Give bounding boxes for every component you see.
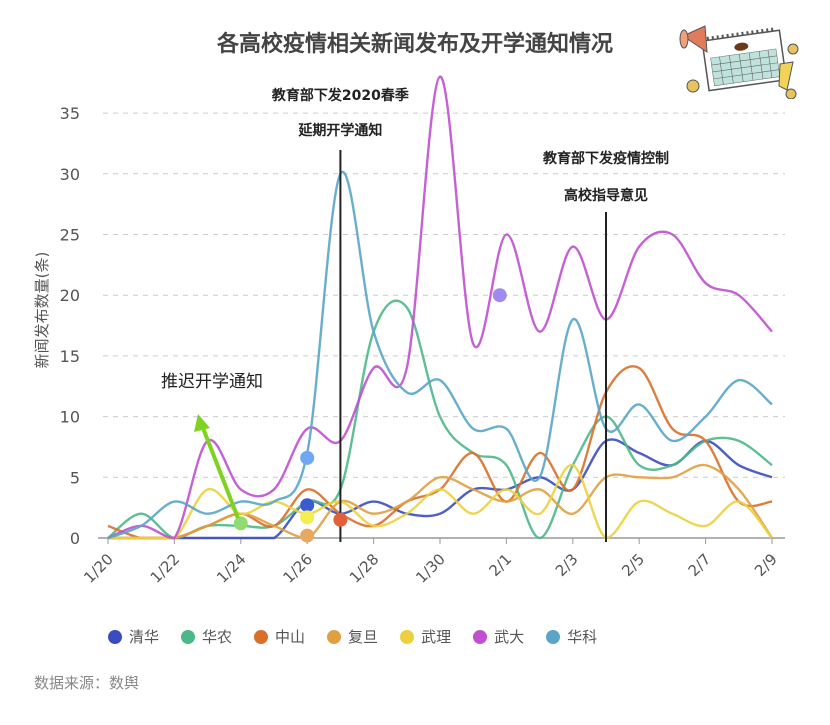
legend-swatch-icon — [327, 629, 342, 644]
annotation-text: 延期开学通知 — [297, 122, 382, 139]
y-tick-label: 15 — [60, 347, 80, 366]
legend: 清华 华农 中山 复旦 武理 武大 华科 — [108, 626, 597, 647]
legend-swatch-icon — [400, 629, 415, 644]
legend-item[interactable]: 武理 — [400, 626, 451, 647]
legend-swatch-icon — [181, 629, 196, 644]
chart-title: 各高校疫情相关新闻发布及开学通知情况 — [216, 32, 613, 57]
y-tick-label: 0 — [70, 529, 80, 548]
x-tick-label: 2/9 — [751, 550, 781, 580]
legend-item[interactable]: 华农 — [181, 626, 232, 647]
annotation-text: 教育部下发疫情控制 — [543, 150, 669, 167]
x-tick-label: 1/22 — [147, 550, 184, 587]
y-tick-label: 5 — [70, 468, 80, 487]
highlight-point-武理 — [300, 510, 315, 525]
series-line-华农 — [107, 299, 773, 540]
legend-label: 武理 — [421, 628, 452, 646]
line-chart: 0 5 10 15 20 25 30 35 1/20 1/22 1/24 1/26 1/28 1/30 2… — [33, 75, 785, 587]
legend-label: 复旦 — [348, 628, 379, 646]
series-line-中山 — [107, 365, 773, 540]
legend-item[interactable]: 华科 — [546, 626, 597, 647]
series-line-华科 — [107, 170, 773, 540]
legend-item[interactable]: 清华 — [108, 626, 159, 647]
x-tick-label: 2/5 — [618, 550, 648, 580]
annotation-text: 推迟开学通知 — [161, 372, 263, 392]
legend-label: 华科 — [567, 628, 598, 646]
data-source: 数据来源：数舆 — [34, 674, 140, 692]
legend-label: 清华 — [129, 628, 160, 646]
legend-swatch-icon — [546, 629, 561, 644]
y-tick-label: 35 — [60, 104, 80, 123]
legend-item[interactable]: 武大 — [473, 626, 524, 647]
annotation-text: 教育部下发2020春季 — [272, 87, 409, 104]
x-tick-label: 1/30 — [412, 550, 449, 587]
x-tick-label: 1/26 — [279, 550, 316, 587]
x-tick-label: 2/7 — [685, 550, 715, 580]
legend-item[interactable]: 中山 — [254, 626, 305, 647]
y-tick-label: 30 — [60, 165, 80, 184]
legend-swatch-icon — [473, 629, 488, 644]
highlight-point-武大 — [492, 288, 507, 303]
arrow-shaft — [201, 427, 240, 519]
legend-item[interactable]: 复旦 — [327, 626, 378, 647]
series-line-武理 — [108, 463, 773, 540]
legend-swatch-icon — [108, 629, 122, 644]
y-tick-label: 10 — [60, 408, 80, 427]
highlight-point-中山 — [333, 512, 348, 527]
x-tick-label: 1/20 — [80, 550, 117, 587]
arrow-head-icon — [194, 414, 210, 432]
highlight-point-华农 — [233, 516, 248, 531]
legend-swatch-icon — [254, 629, 269, 644]
legend-label: 中山 — [275, 628, 306, 646]
x-tick-label: 1/28 — [346, 550, 383, 587]
legend-label: 武大 — [494, 628, 525, 646]
y-tick-label: 20 — [60, 286, 80, 305]
highlight-point-华科 — [300, 450, 315, 465]
highlight-point-清华 — [300, 498, 315, 513]
x-tick-label: 1/24 — [213, 550, 250, 587]
y-axis-label: 新闻发布数量(条) — [33, 252, 51, 369]
series-line-武大 — [107, 75, 773, 540]
x-tick-label: 2/3 — [552, 550, 582, 580]
series-line-复旦 — [108, 463, 773, 540]
legend-label: 华农 — [202, 628, 233, 646]
calendar-megaphone-illustration — [675, 14, 805, 103]
x-tick-label: 2/1 — [485, 550, 515, 580]
y-tick-label: 25 — [60, 226, 80, 245]
annotation-text: 高校指导意见 — [564, 187, 648, 204]
series-line-清华 — [108, 438, 773, 540]
highlight-point-复旦 — [300, 528, 315, 543]
